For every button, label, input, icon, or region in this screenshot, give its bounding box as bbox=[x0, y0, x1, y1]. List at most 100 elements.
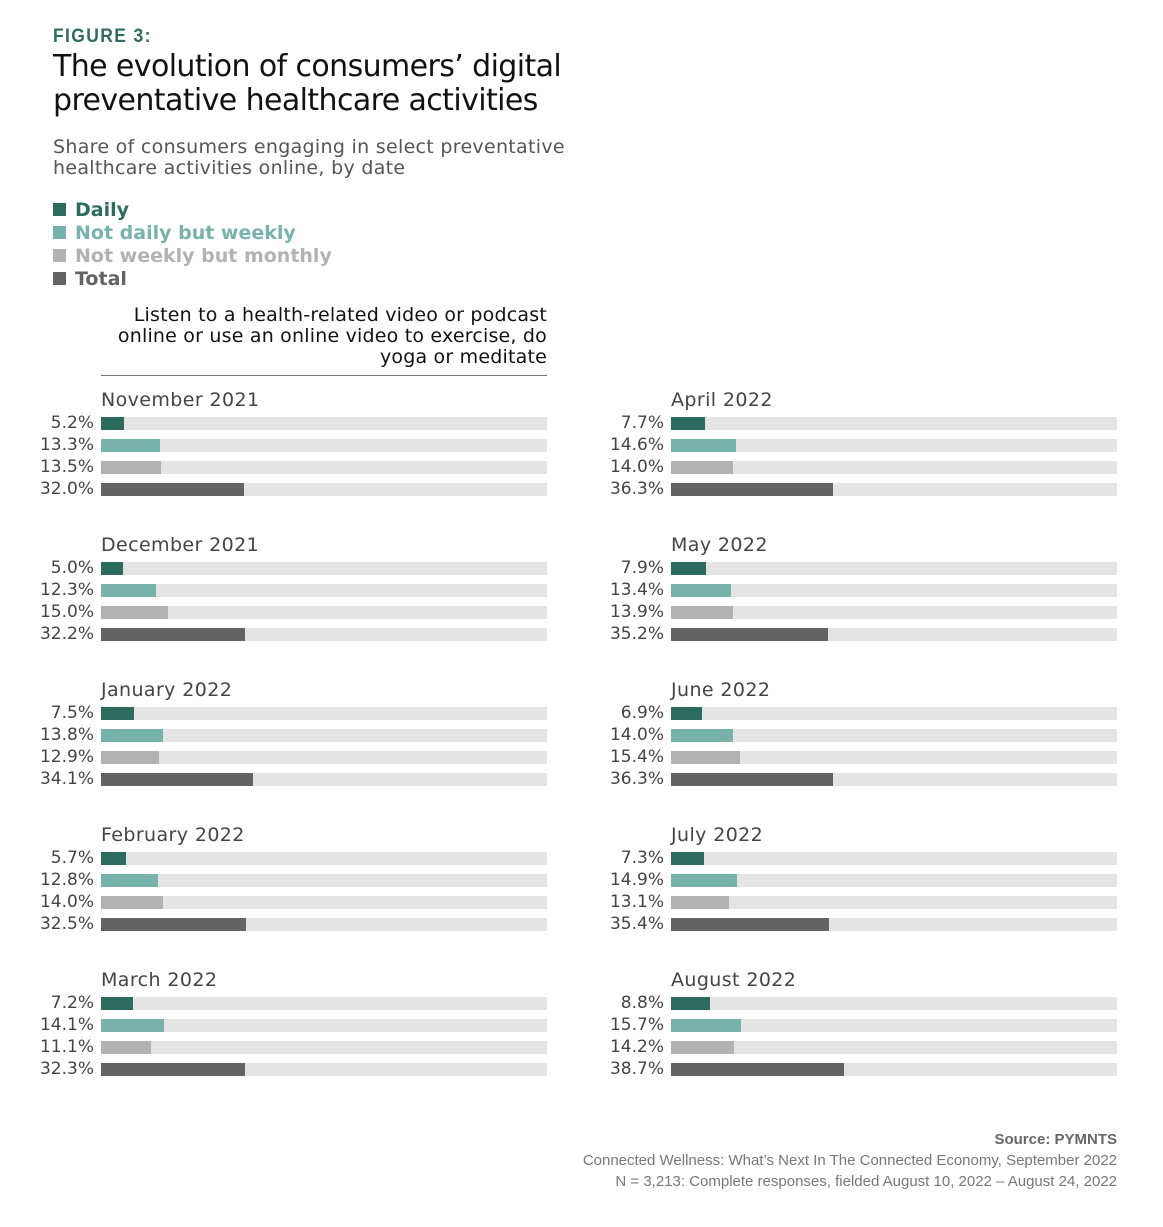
bar-row-weekly: 14.9% bbox=[610, 870, 1117, 890]
bar-row-monthly: 13.9% bbox=[610, 602, 1117, 622]
bar-row-daily: 5.7% bbox=[41, 848, 547, 868]
bar-row-monthly: 13.1% bbox=[610, 892, 1117, 912]
bar-track bbox=[671, 852, 1117, 865]
bar-track bbox=[101, 461, 547, 474]
legend-item-daily: Daily bbox=[53, 198, 332, 221]
panel-february-2022: February 2022 5.7% 12.8% 14.0% 32.5% bbox=[40, 824, 571, 944]
data-label-monthly: 13.5% bbox=[39, 457, 94, 477]
bar-monthly bbox=[101, 461, 161, 474]
bar-row-total: 32.0% bbox=[40, 479, 547, 499]
data-label-weekly: 12.3% bbox=[39, 580, 94, 600]
panel-date-label: December 2021 bbox=[101, 534, 260, 556]
bar-monthly bbox=[671, 1041, 734, 1054]
data-label-total: 35.4% bbox=[609, 914, 664, 934]
bar-track bbox=[101, 729, 547, 742]
bar-track bbox=[671, 751, 1117, 764]
panel-june-2022: June 2022 6.9% 14.0% 15.4% 36.3% bbox=[609, 679, 1141, 799]
bar-total bbox=[101, 483, 244, 496]
data-label-daily: 6.9% bbox=[620, 703, 664, 723]
bar-track bbox=[101, 1063, 547, 1076]
bar-weekly bbox=[101, 1019, 164, 1032]
bar-monthly bbox=[671, 461, 733, 474]
legend-swatch-total bbox=[53, 272, 66, 285]
bar-track bbox=[671, 483, 1117, 496]
panel-date-label: July 2022 bbox=[671, 824, 764, 846]
legend-item-monthly: Not weekly but monthly bbox=[53, 244, 332, 267]
bar-daily bbox=[101, 997, 133, 1010]
bar-track bbox=[671, 773, 1117, 786]
data-label-total: 32.0% bbox=[39, 479, 94, 499]
bar-total bbox=[101, 918, 246, 931]
bar-row-total: 35.2% bbox=[610, 624, 1117, 644]
bar-track bbox=[671, 1063, 1117, 1076]
bar-row-weekly: 15.7% bbox=[610, 1015, 1117, 1035]
data-label-monthly: 14.0% bbox=[39, 892, 94, 912]
bar-row-total: 32.3% bbox=[40, 1059, 547, 1079]
bar-track bbox=[101, 773, 547, 786]
bar-row-monthly: 14.0% bbox=[40, 892, 547, 912]
bar-track bbox=[101, 896, 547, 909]
bar-monthly bbox=[101, 606, 168, 619]
bar-row-total: 35.4% bbox=[610, 914, 1117, 934]
bar-monthly bbox=[101, 1041, 151, 1054]
data-label-total: 36.3% bbox=[609, 769, 664, 789]
bar-track bbox=[101, 483, 547, 496]
bar-daily bbox=[671, 707, 702, 720]
bar-row-daily: 6.9% bbox=[611, 703, 1117, 723]
source-line-2: N = 3,213: Complete responses, fielded A… bbox=[615, 1173, 1117, 1190]
bar-track bbox=[671, 707, 1117, 720]
bar-total bbox=[101, 1063, 245, 1076]
panel-date-label: January 2022 bbox=[101, 679, 233, 701]
bar-track bbox=[101, 874, 547, 887]
bar-total bbox=[671, 1063, 844, 1076]
bar-daily bbox=[671, 417, 705, 430]
bar-monthly bbox=[101, 751, 159, 764]
bar-row-total: 38.7% bbox=[610, 1059, 1117, 1079]
bar-track bbox=[671, 997, 1117, 1010]
data-label-total: 32.2% bbox=[39, 624, 94, 644]
bar-track bbox=[671, 896, 1117, 909]
data-label-total: 32.3% bbox=[39, 1059, 94, 1079]
legend-swatch-daily bbox=[53, 203, 66, 216]
bar-track bbox=[101, 606, 547, 619]
data-label-daily: 7.2% bbox=[50, 993, 94, 1013]
bar-row-daily: 5.0% bbox=[41, 558, 547, 578]
bar-row-daily: 7.5% bbox=[41, 703, 547, 723]
bar-track bbox=[101, 628, 547, 641]
bar-row-total: 34.1% bbox=[40, 769, 547, 789]
panel-july-2022: July 2022 7.3% 14.9% 13.1% 35.4% bbox=[610, 824, 1141, 944]
bar-daily bbox=[101, 852, 126, 865]
bar-row-total: 32.2% bbox=[40, 624, 547, 644]
legend-item-weekly: Not daily but weekly bbox=[53, 221, 332, 244]
bar-weekly bbox=[671, 874, 737, 887]
data-label-daily: 7.5% bbox=[50, 703, 94, 723]
bar-row-monthly: 14.0% bbox=[610, 457, 1117, 477]
bar-total bbox=[671, 918, 829, 931]
bar-track bbox=[101, 584, 547, 597]
bar-track bbox=[671, 729, 1117, 742]
bar-weekly bbox=[671, 439, 736, 452]
data-label-weekly: 13.8% bbox=[39, 725, 94, 745]
bar-row-monthly: 15.0% bbox=[40, 602, 547, 622]
bar-weekly bbox=[671, 1019, 741, 1032]
legend-label-total: Total bbox=[75, 267, 127, 290]
bar-row-monthly: 15.4% bbox=[610, 747, 1117, 767]
legend-label-weekly: Not daily but weekly bbox=[75, 221, 296, 244]
bar-row-daily: 7.2% bbox=[41, 993, 547, 1013]
panel-may-2022: May 2022 7.9% 13.4% 13.9% 35.2% bbox=[610, 534, 1141, 654]
bar-weekly bbox=[101, 584, 156, 597]
data-label-monthly: 13.9% bbox=[609, 602, 664, 622]
data-label-daily: 8.8% bbox=[620, 993, 664, 1013]
bar-track bbox=[101, 439, 547, 452]
data-label-weekly: 14.6% bbox=[609, 435, 664, 455]
data-label-weekly: 14.9% bbox=[609, 870, 664, 890]
bar-total bbox=[671, 773, 833, 786]
data-label-weekly: 15.7% bbox=[609, 1015, 664, 1035]
bar-monthly bbox=[671, 896, 729, 909]
bar-row-total: 32.5% bbox=[40, 914, 547, 934]
bar-weekly bbox=[101, 729, 163, 742]
bar-track bbox=[101, 707, 547, 720]
data-label-daily: 7.7% bbox=[620, 413, 664, 433]
panel-january-2022: January 2022 7.5% 13.8% 12.9% 34.1% bbox=[39, 679, 571, 799]
bar-track bbox=[671, 584, 1117, 597]
